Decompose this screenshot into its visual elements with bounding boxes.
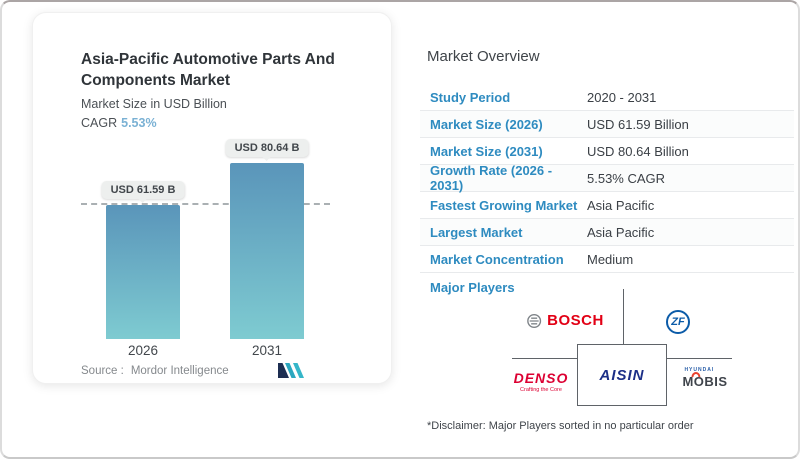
table-row: Fastest Growing Market Asia Pacific: [420, 192, 794, 219]
bar-chart-plot: USD 61.59 B USD 80.64 B: [33, 139, 393, 339]
overview-table: Study Period 2020 - 2031 Market Size (20…: [420, 84, 794, 273]
row-value: USD 80.64 Billion: [587, 143, 689, 159]
zf-wordmark: ZF: [671, 316, 685, 328]
aisin-center-box: AISIN: [577, 344, 667, 406]
bar-2031: [230, 163, 304, 339]
org-chart-vertical-line: [623, 289, 624, 344]
chart-title: Asia-Pacific Automotive Parts And Compon…: [81, 51, 335, 89]
bosch-armature-icon: [527, 313, 542, 328]
table-row: Market Size (2026) USD 61.59 Billion: [420, 111, 794, 138]
major-players-label: Major Players: [430, 280, 515, 295]
chart-subtitle: Market Size in USD Billion: [81, 97, 227, 111]
denso-wordmark: DENSO: [513, 370, 569, 386]
row-label: Market Size (2026): [430, 116, 543, 132]
disclaimer-text: *Disclaimer: Major Players sorted in no …: [427, 420, 694, 432]
value-label-2031: USD 80.64 B: [225, 139, 309, 161]
mordor-intelligence-logo-icon: [278, 362, 306, 384]
table-row: Market Concentration Medium: [420, 246, 794, 273]
row-label: Growth Rate (2026 - 2031): [430, 163, 553, 193]
row-value: Medium: [587, 251, 634, 267]
row-label: Market Concentration: [430, 251, 564, 267]
row-value: USD 61.59 Billion: [587, 116, 689, 132]
value-label-2026: USD 61.59 B: [101, 181, 185, 203]
table-row: Market Size (2031) USD 80.64 Billion: [420, 138, 794, 165]
aisin-wordmark: AISIN: [599, 366, 645, 384]
source-label: Source :: [81, 365, 124, 377]
market-size-chart-card: Asia-Pacific Automotive Parts And Compon…: [32, 12, 392, 384]
row-value: 2020 - 2031: [587, 89, 657, 105]
bar-2026: [106, 205, 180, 339]
row-value: Asia Pacific: [587, 197, 655, 213]
x-tick-2031: 2031: [251, 343, 283, 358]
cagr-line: CAGR 5.53%: [81, 116, 157, 130]
hyundai-wordmark: HYUNDAI: [684, 367, 715, 373]
row-label: Market Size (2031): [430, 143, 543, 159]
hyundai-mobis-logo: HYUNDAI MOBIS: [682, 367, 727, 391]
row-value: Asia Pacific: [587, 224, 655, 240]
mobis-red-arc-icon: [691, 372, 701, 377]
overview-title: Market Overview: [427, 48, 540, 65]
source-attribution: Source : Mordor Intelligence: [81, 365, 229, 377]
row-label: Study Period: [430, 89, 511, 105]
denso-logo: DENSO Crafting the Core: [514, 370, 569, 393]
cagr-value: 5.53%: [121, 116, 157, 130]
table-row: Largest Market Asia Pacific: [420, 219, 794, 246]
table-row: Study Period 2020 - 2031: [420, 84, 794, 111]
reference-dashed-line: [81, 203, 330, 205]
x-tick-2026: 2026: [127, 343, 159, 358]
table-row: Growth Rate (2026 - 2031) 5.53% CAGR: [420, 163, 794, 193]
bosch-wordmark: BOSCH: [547, 312, 604, 329]
denso-tagline: Crafting the Core: [520, 387, 562, 393]
row-label: Fastest Growing Market: [430, 197, 578, 213]
mobis-wordmark: MOBIS: [682, 372, 728, 389]
source-value: Mordor Intelligence: [130, 365, 229, 377]
row-label: Largest Market: [430, 224, 523, 240]
bosch-logo: BOSCH: [526, 312, 604, 329]
zf-logo: ZF: [666, 310, 690, 334]
row-value: 5.53% CAGR: [587, 170, 666, 186]
cagr-label: CAGR: [81, 116, 118, 130]
